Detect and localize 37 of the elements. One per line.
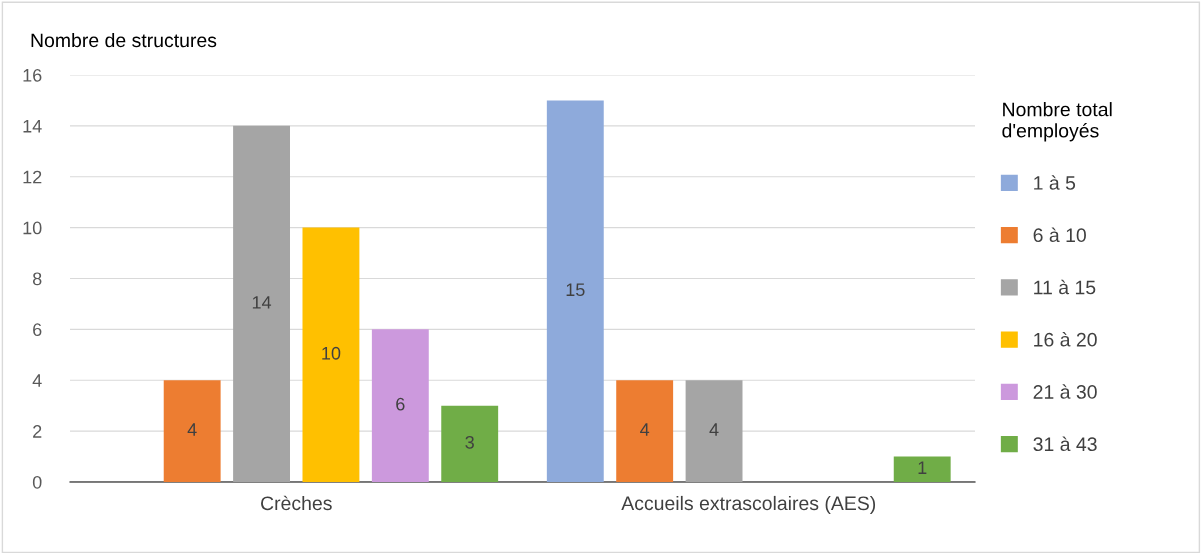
data-label: 10 (322, 346, 341, 360)
legend-label: 21 à 30 (1033, 384, 1097, 399)
data-label: 6 (396, 397, 405, 411)
y-tick-label: 14 (23, 120, 42, 133)
x-tick-label: Crèches (261, 495, 332, 511)
y-tick-label: 10 (23, 221, 42, 235)
legend-label: 1 à 5 (1034, 175, 1076, 190)
legend-title: Nombre total d'employés (1002, 102, 1112, 142)
legend-label: 31 à 43 (1033, 436, 1097, 452)
legend-label: 11 à 15 (1034, 279, 1096, 295)
data-label: 14 (252, 296, 272, 309)
bar (685, 380, 743, 482)
y-tick-label: 4 (32, 374, 42, 387)
bar (616, 380, 674, 482)
bar (233, 125, 291, 482)
bar (546, 100, 604, 482)
y-tick-label: 2 (33, 425, 42, 438)
data-label: 4 (187, 423, 197, 436)
data-label: 15 (566, 283, 585, 297)
x-tick-label: Accueils extrascolaires (AES) (621, 495, 876, 515)
y-tick-label: 8 (32, 272, 42, 286)
y-tick-label: 0 (32, 475, 42, 489)
y-tick-label: 16 (23, 68, 42, 82)
data-label: 3 (465, 435, 474, 449)
y-tick-label: 12 (23, 170, 42, 184)
data-label: 4 (640, 423, 650, 436)
bar (441, 405, 499, 482)
data-label: 4 (709, 423, 719, 436)
legend-label: 6 à 10 (1033, 227, 1086, 243)
bar (371, 329, 429, 482)
bar (302, 227, 360, 482)
y-axis-title: Nombre de structures (31, 32, 217, 48)
bar (163, 380, 221, 482)
y-tick-label: 6 (33, 323, 42, 337)
legend-label: 16 à 20 (1034, 332, 1097, 347)
data-label: 1 (918, 461, 927, 474)
bar (893, 456, 951, 482)
